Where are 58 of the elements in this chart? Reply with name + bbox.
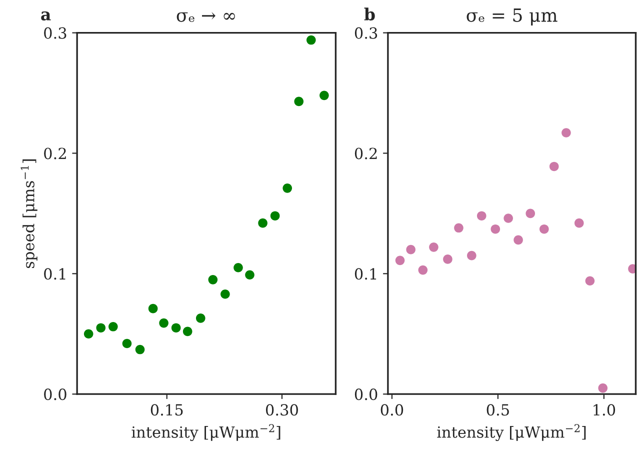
point [429, 242, 438, 252]
y-tick-label: 0.1 [354, 268, 376, 280]
point [294, 96, 304, 106]
point [539, 224, 549, 234]
x-tick-label: 1.0 [594, 404, 616, 416]
point [514, 235, 523, 245]
point [135, 344, 145, 354]
point [245, 270, 254, 280]
point [96, 323, 106, 333]
point [84, 329, 94, 339]
point [490, 224, 500, 234]
point [549, 162, 559, 172]
y-tick-label: 0.3 [354, 27, 378, 39]
point [585, 276, 595, 286]
text: a [41, 11, 51, 21]
point [406, 244, 416, 254]
point [208, 275, 218, 284]
point [182, 326, 192, 336]
point [270, 211, 280, 221]
x-tick-label: 0.30 [266, 404, 298, 416]
y-tick-label: 0.1 [44, 268, 66, 280]
point [220, 289, 230, 299]
x-axis-title: intensity [μWμm$^{−2}$] [437, 424, 586, 442]
y-tick-label: 0.0 [354, 388, 378, 400]
chart-title: σₑ → ∞ [176, 12, 235, 22]
point [562, 128, 571, 138]
y-tick-label: 0.2 [44, 148, 66, 160]
chart-title: σₑ = 5 μm [466, 8, 558, 26]
point [395, 256, 405, 266]
point [306, 35, 316, 45]
point [320, 90, 329, 100]
text: b [364, 8, 375, 21]
point [258, 218, 268, 228]
point [418, 265, 428, 275]
point [598, 383, 608, 393]
point [504, 214, 513, 223]
point [108, 322, 118, 332]
x-axis-title: intensity [μWμm$^{−2}$] [132, 424, 280, 442]
point [122, 338, 132, 348]
x-tick-label: 0.15 [150, 404, 183, 416]
point [282, 183, 292, 193]
y-axis-title: speed [μms$^{−1}$] [20, 159, 38, 268]
point [443, 254, 452, 264]
y-tick-label: 0.2 [354, 148, 377, 160]
point [234, 262, 243, 272]
point [171, 323, 181, 333]
point [574, 218, 584, 228]
point [476, 211, 486, 221]
y-tick-label: 0.0 [44, 388, 66, 400]
point [467, 250, 476, 260]
point [196, 314, 206, 323]
point [148, 304, 158, 314]
point [526, 208, 536, 218]
x-tick-label: 0.0 [380, 404, 404, 416]
point [159, 318, 168, 328]
y-tick-label: 0.3 [44, 27, 66, 39]
point [454, 223, 464, 233]
x-tick-label: 0.5 [486, 404, 509, 416]
